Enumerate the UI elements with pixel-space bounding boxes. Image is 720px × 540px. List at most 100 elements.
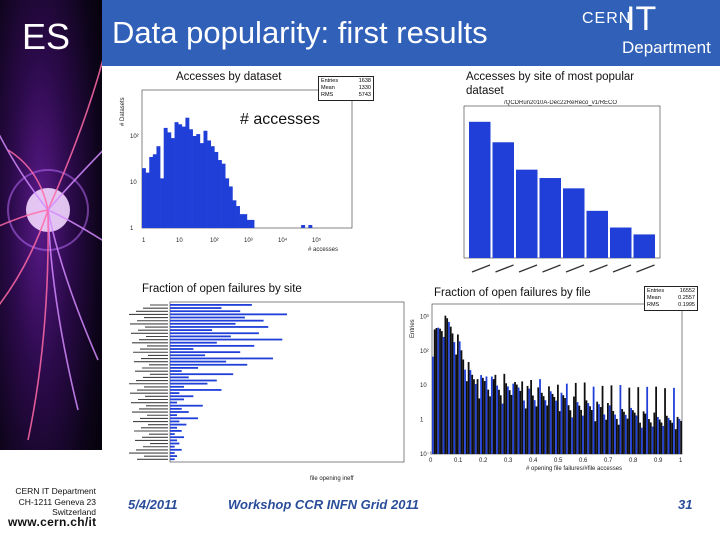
histogram-bar [243,214,248,228]
file-failure-bar [662,425,665,454]
site-failure-bar [170,395,194,398]
stat-entries-value: 1638 [358,78,371,84]
file-failure-bar [678,418,681,454]
file-failure-bar [446,318,449,454]
plasma-filament [0,134,49,211]
file-failure-bar [498,389,500,454]
histogram-bar [181,126,186,228]
site-failure-bar [170,379,217,382]
y-tick-label: 10 [420,383,427,389]
x-tick-label: 0.3 [504,458,513,464]
file-failure-bar [433,329,436,454]
file-failure-bar [512,383,515,454]
x-tick-label: 0.7 [604,458,613,464]
file-failure-bar [598,404,600,454]
file-failure-bar [658,419,661,454]
file-failure-bar [542,396,545,454]
histogram-bar [225,178,230,228]
site-failure-bar [170,338,283,341]
histogram-bar [236,206,240,228]
site-failure-bar [170,385,185,388]
file-failure-bar [567,405,570,454]
site-failure-bar [170,426,178,429]
histogram-bar [163,127,168,228]
file-failure-bar [499,395,502,454]
stat-rms-value: 5743 [358,92,371,98]
file-failure-bar [480,375,482,454]
file-failure-bar [665,415,668,454]
histogram-bar [250,219,255,228]
site-label [542,264,561,273]
plot2-dataset-name: /QCDRun2010A-Dec22ReReco_v1/RECO [504,100,617,106]
site-bar [469,121,491,258]
histogram-bar [167,132,172,228]
site-failure-bar [170,404,203,407]
file-failure-bar [569,410,572,454]
site-failure-bar [170,389,222,391]
site-failure-bar [170,344,255,347]
site-bar [516,169,538,258]
file-failure-bar [649,422,652,454]
stat-mean-value: 0.2557 [678,295,695,301]
file-failure-bar [460,350,463,454]
histogram-bar [174,122,179,228]
file-failure-bar [549,391,552,454]
y-tick-label: 10⁻¹ [420,452,432,458]
file-failure-bar [573,396,575,454]
file-failure-bar [592,386,595,454]
file-failure-bar [565,383,568,454]
file-failure-bar [489,396,491,454]
site-failure-bar [170,326,269,328]
file-failure-bar [474,384,477,454]
file-failure-bar [451,333,454,454]
site-label [518,264,538,273]
site-failure-bar [170,398,185,401]
stat-mean-label: Mean [647,295,661,301]
file-failure-bar [673,387,675,454]
accesses-overlay-label: # accesses [238,111,323,129]
site-failure-bar [170,458,175,461]
file-failure-bar [607,403,609,454]
file-failure-bar [571,417,574,454]
file-failure-bar [503,373,506,454]
histogram-bar [203,130,208,228]
x-tick-label: 10³ [244,238,253,244]
website-link[interactable]: www.cern.ch/it [8,515,97,529]
file-failure-bar [465,381,468,454]
histogram-bar [246,219,251,228]
site-failure-bar [170,417,199,420]
file-failure-bar [546,405,549,454]
accesses-by-site-plot: /QCDRun2010A-Dec22ReReco_v1/RECO [463,100,661,273]
site-failure-bar [170,407,182,410]
file-failure-bar [621,409,624,454]
site-failure-bar [170,414,178,417]
file-failure-bar [455,354,457,454]
x-tick-label: 0.5 [554,458,563,464]
plot4-xlabel: # opening file failures/#file accesses [526,466,622,472]
histogram-bar [199,143,204,228]
histogram-bar [221,163,226,228]
histogram-bar [145,172,150,228]
footer-date: 5/4/2011 [128,497,178,512]
caption-failures-by-site: Fraction of open failures by site [142,283,302,295]
plasma-filament [47,209,99,361]
site-failure-bar [170,401,178,404]
site-failure-bar [170,304,252,306]
file-failure-bar [532,395,534,454]
file-failure-bar [657,416,659,454]
file-failure-bar [639,422,641,454]
file-failure-bar [453,342,456,454]
site-failure-bar [170,392,180,394]
site-failure-bar [170,313,287,316]
site-failure-bar [170,439,178,442]
plot4-ylabel: Entries [410,319,416,338]
file-failure-bar [526,385,529,454]
histogram-bar [210,146,215,228]
file-failure-bar [467,362,470,454]
stat-mean-label: Mean [321,85,335,91]
plot1-xlabel: # accesses [308,247,338,253]
dept-line-2: CH-1211 Geneva 23 [18,497,96,507]
file-failure-bar [462,359,465,454]
stat-rms-label: RMS [647,302,660,308]
histogram-bar [189,129,193,228]
